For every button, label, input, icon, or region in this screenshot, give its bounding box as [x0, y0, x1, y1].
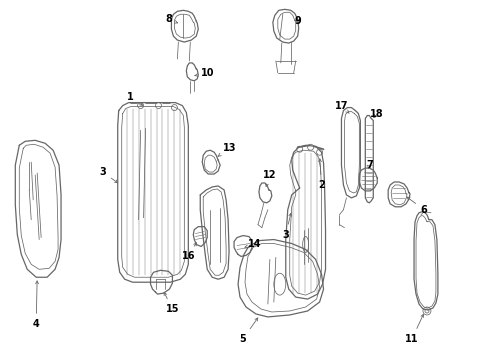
- Text: 3: 3: [282, 213, 292, 239]
- Text: 12: 12: [263, 170, 277, 186]
- Text: 7: 7: [366, 160, 373, 170]
- Text: 18: 18: [370, 108, 384, 118]
- Text: 14: 14: [245, 239, 262, 249]
- Text: 10: 10: [195, 68, 214, 78]
- Text: 3: 3: [99, 167, 118, 183]
- Text: 4: 4: [33, 281, 40, 329]
- Text: 17: 17: [335, 100, 349, 113]
- Text: 15: 15: [164, 292, 179, 314]
- Text: 8: 8: [165, 14, 177, 24]
- Text: 11: 11: [405, 314, 423, 344]
- Text: 6: 6: [407, 197, 427, 215]
- Text: 9: 9: [294, 16, 301, 26]
- Text: 16: 16: [182, 243, 196, 261]
- Text: 1: 1: [127, 92, 143, 105]
- Text: 13: 13: [218, 143, 237, 156]
- Text: 5: 5: [240, 318, 258, 344]
- Text: 2: 2: [318, 159, 325, 190]
